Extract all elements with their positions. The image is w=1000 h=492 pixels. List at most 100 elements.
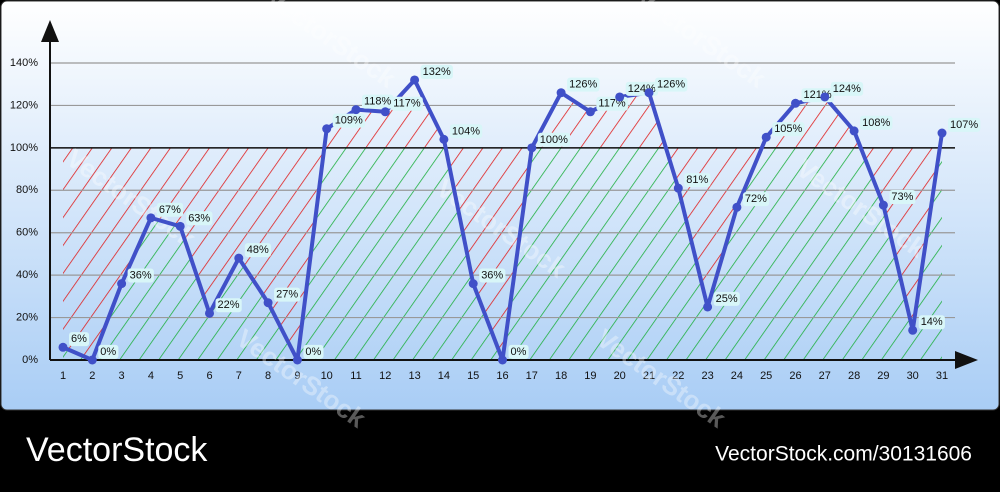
x-tick-label: 28 (848, 370, 860, 382)
data-point (410, 75, 420, 85)
data-point (205, 308, 214, 318)
data-point (117, 279, 127, 289)
value-label: 67% (159, 204, 181, 216)
x-tick-label: 13 (408, 370, 420, 382)
value-label: 81% (686, 174, 708, 186)
value-label: 14% (921, 316, 943, 328)
value-label-bg (332, 113, 366, 128)
value-label: 117% (393, 98, 421, 110)
value-label-bg (479, 268, 506, 283)
value-label-bg (948, 117, 981, 132)
data-point (791, 98, 800, 108)
value-label: 108% (862, 117, 890, 129)
value-label: 107% (950, 119, 978, 131)
value-label-bg (420, 64, 453, 79)
value-label-bg (537, 132, 571, 147)
value-label-bg (98, 344, 119, 359)
data-point (908, 325, 918, 335)
value-label-bg (713, 291, 740, 306)
x-tick-label: 1 (60, 370, 66, 382)
data-point (673, 183, 683, 193)
value-label-bg (772, 122, 805, 137)
value-label: 105% (774, 123, 802, 135)
data-point (175, 221, 185, 231)
data-point (644, 88, 654, 98)
data-point (468, 279, 478, 289)
data-point (937, 128, 947, 138)
y-tick-label: 20% (16, 311, 38, 323)
value-label-bg (303, 344, 324, 359)
y-tick-label: 40% (16, 269, 38, 281)
y-tick-label: 80% (16, 184, 38, 196)
x-tick-label: 6 (206, 370, 212, 382)
data-point (146, 213, 156, 223)
footer-brand: VectorStock (26, 431, 208, 469)
x-tick-label: 21 (643, 370, 655, 382)
value-label-bg (918, 315, 945, 330)
value-label: 72% (745, 193, 767, 205)
value-label: 104% (452, 125, 480, 137)
value-label-bg (860, 115, 893, 130)
value-label-bg (567, 77, 600, 92)
value-label: 109% (335, 115, 363, 127)
data-point (351, 105, 361, 115)
data-point (849, 126, 859, 136)
x-tick-label: 9 (294, 370, 300, 382)
value-label-bg (127, 268, 154, 283)
y-axis-arrow (41, 20, 59, 42)
y-tick-label: 140% (10, 57, 38, 69)
x-tick-label: 26 (789, 370, 801, 382)
value-label: 36% (130, 270, 152, 282)
x-tick-label: 22 (672, 370, 684, 382)
x-tick-label: 10 (321, 370, 333, 382)
data-point (380, 107, 390, 117)
x-tick-label: 15 (467, 370, 479, 382)
value-label-bg (830, 81, 864, 96)
y-tick-label: 60% (16, 227, 38, 239)
value-label: 0% (511, 346, 527, 358)
y-tick-label: 100% (10, 142, 38, 154)
data-point (761, 132, 771, 142)
x-tick-label: 24 (731, 370, 743, 382)
data-point (732, 202, 742, 212)
data-point (292, 355, 302, 365)
value-label-bg (274, 287, 301, 302)
x-tick-label: 23 (701, 370, 713, 382)
value-label-bg (889, 190, 916, 205)
data-point (58, 342, 68, 352)
y-tick-label: 0% (22, 354, 38, 366)
value-label-bg (215, 298, 242, 313)
value-label: 63% (188, 212, 210, 224)
data-point (820, 92, 830, 102)
x-tick-label: 12 (379, 370, 391, 382)
data-point (703, 302, 713, 312)
value-label: 36% (481, 270, 503, 282)
x-tick-label: 30 (907, 370, 919, 382)
value-label-bg (391, 96, 423, 111)
data-point (585, 107, 595, 117)
data-point (87, 355, 97, 365)
x-tick-label: 16 (496, 370, 508, 382)
value-label-bg (684, 173, 711, 188)
x-tick-label: 8 (265, 370, 271, 382)
x-tick-label: 17 (526, 370, 538, 382)
value-label-bg (449, 124, 483, 139)
data-point (556, 88, 566, 98)
data-point (615, 92, 625, 102)
data-point (234, 253, 244, 263)
value-label: 118% (364, 96, 392, 108)
value-label-bg (362, 94, 394, 109)
value-label-bg (69, 332, 90, 347)
x-tick-label: 2 (89, 370, 95, 382)
value-label: 6% (71, 333, 87, 345)
value-label-bg (186, 211, 213, 226)
data-point (878, 200, 888, 210)
value-label: 48% (247, 244, 269, 256)
y-tick-label: 120% (10, 99, 38, 111)
x-tick-label: 4 (148, 370, 154, 382)
value-label-bg (655, 77, 688, 92)
data-point (263, 298, 273, 308)
x-tick-label: 14 (438, 370, 450, 382)
value-label-bg (244, 243, 272, 258)
